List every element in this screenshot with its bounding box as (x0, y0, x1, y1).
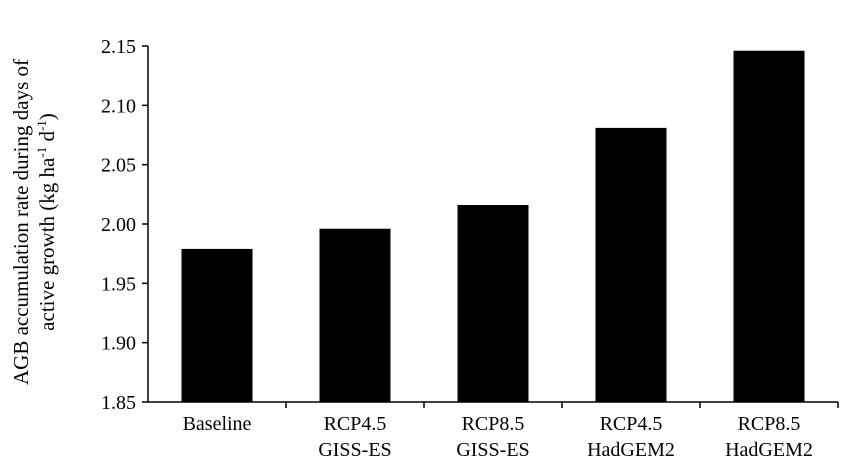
x-category-labels: Baseline RCP4.5 GISS-ES RCP8.5 GISS-ES RCP4.5… (183, 402, 839, 461)
y-axis-title: AGB accumulation rate during days of act… (9, 59, 59, 385)
x-category-label: GISS-ES (456, 439, 529, 461)
x-category-label: HadGEM2 (725, 439, 813, 461)
bar (457, 205, 529, 402)
x-category-label: GISS-ES (318, 439, 391, 461)
y-tick-label: 1.90 (101, 333, 136, 355)
bar (733, 50, 805, 402)
y-tick-label: 1.95 (101, 273, 136, 295)
bar (319, 228, 391, 402)
y-tick-label: 2.15 (101, 36, 136, 58)
bar (595, 127, 667, 402)
y-axis-title-line2: active growth (kg ha-1 d-1) (34, 113, 59, 331)
y-ticks: 1.85 1.90 1.95 2.00 2.05 2.10 2.15 (101, 36, 148, 414)
x-category-label: HadGEM2 (587, 439, 675, 461)
y-tick-label: 1.85 (101, 392, 136, 414)
y-axis-title-line1: AGB accumulation rate during days of (9, 59, 33, 385)
x-category-label: RCP8.5 (738, 413, 801, 435)
bar (181, 248, 253, 402)
y-tick-label: 2.10 (101, 95, 136, 117)
x-category-label: RCP8.5 (462, 413, 525, 435)
x-category-label: RCP4.5 (600, 413, 663, 435)
bars (181, 50, 805, 402)
x-category-label: RCP4.5 (324, 413, 387, 435)
x-category-label: Baseline (183, 413, 252, 435)
y-tick-label: 2.05 (101, 155, 136, 177)
y-tick-label: 2.00 (101, 214, 136, 236)
